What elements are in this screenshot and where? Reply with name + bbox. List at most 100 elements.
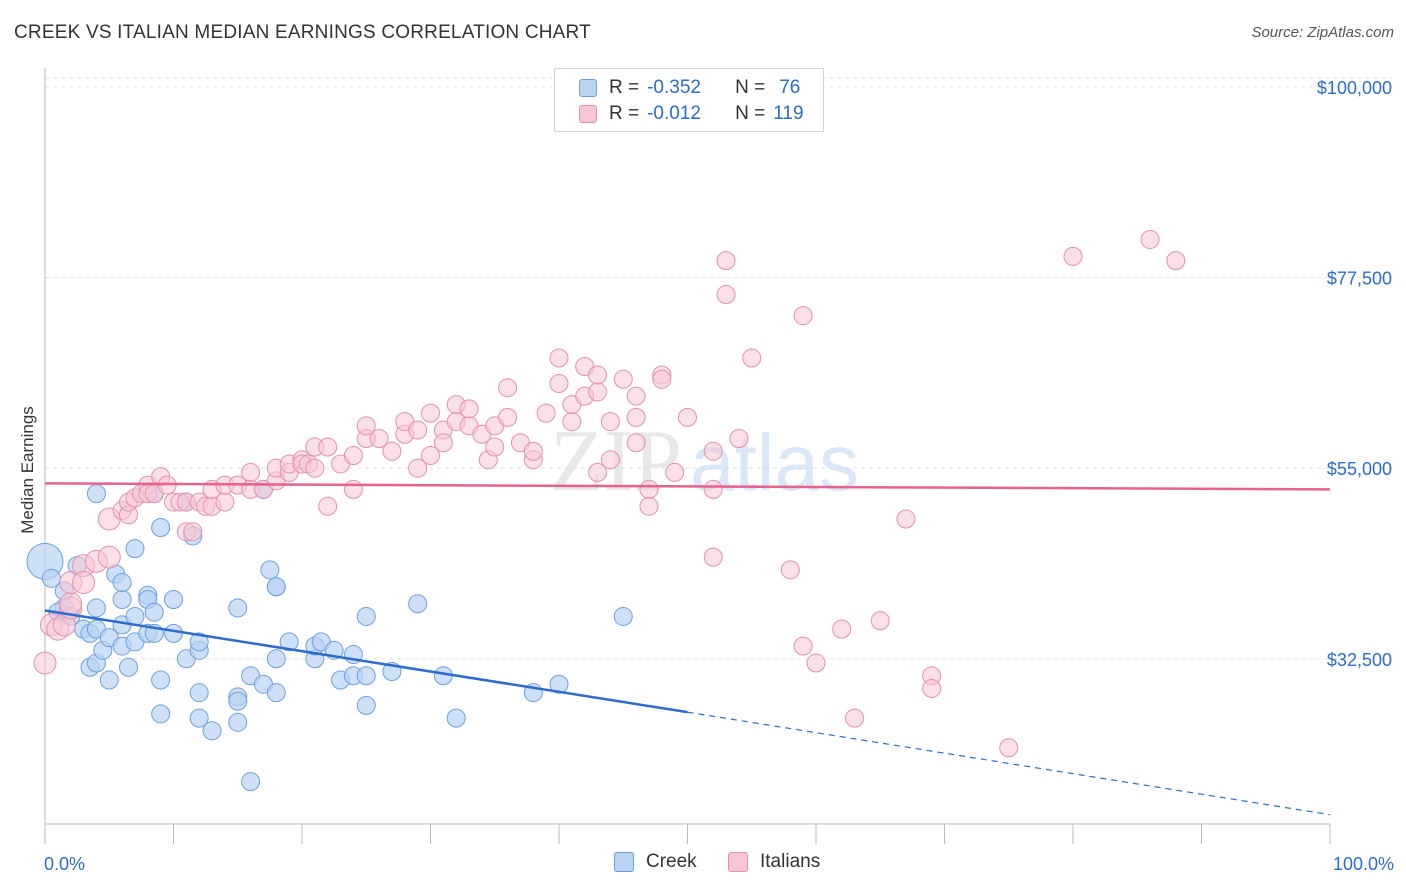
legend-item-creek[interactable]: Creek [614, 851, 697, 873]
creek-points [26, 479, 633, 792]
legend-italians-label: Italians [760, 851, 821, 872]
italians-point-89 [626, 407, 646, 427]
italians-point-77 [549, 373, 569, 393]
creek-point-57 [266, 577, 286, 597]
italians-point-83 [588, 382, 608, 402]
italians-point-110 [896, 509, 916, 529]
italians-point-49 [343, 479, 363, 499]
italians-point-118 [793, 636, 813, 656]
italians-point-96 [665, 462, 685, 482]
legend-item-italians[interactable]: Italians [728, 851, 820, 873]
tick-labels: $100,000 $77,500 $55,000 $32,500 0.0% 100.0% [44, 78, 1394, 874]
italians-point-79 [562, 412, 582, 432]
y-tick-label-1: $77,500 [1327, 269, 1392, 289]
italians-point-105 [780, 560, 800, 580]
creek-point-20 [112, 573, 132, 593]
creek-n-label: N = [735, 77, 766, 98]
y-tick-label-2: $55,000 [1327, 459, 1392, 479]
y-tick-label-3: $32,500 [1327, 650, 1392, 670]
italians-swatch [579, 105, 597, 123]
italians-point-104 [742, 348, 762, 368]
italians-point-115 [1140, 229, 1160, 249]
italians-point-113 [999, 738, 1019, 758]
creek-point-33 [151, 517, 171, 537]
creek-point-41 [189, 632, 209, 652]
creek-point-46 [228, 712, 248, 732]
italians-trend-line [44, 482, 1331, 491]
italians-point-102 [716, 285, 736, 305]
italians-point-45 [305, 458, 325, 478]
italians-point-114 [1063, 246, 1083, 266]
creek-point-42 [189, 683, 209, 703]
italians-point-90 [626, 433, 646, 453]
italians-point-106 [793, 306, 813, 326]
creek-point-50 [241, 772, 261, 792]
watermark: ZIP atlas [550, 413, 859, 510]
axis-layer [44, 68, 1331, 844]
italians-point-62 [433, 433, 453, 453]
creek-n-value: 76 [779, 77, 801, 98]
italians-point-65 [459, 399, 479, 419]
legend-creek-swatch [614, 852, 634, 872]
italians-point-108 [845, 708, 865, 728]
italians-point-109 [870, 611, 890, 631]
italians-point-95 [652, 369, 672, 389]
chart-source: Source: ZipAtlas.com [1251, 24, 1394, 41]
creek-point-72 [446, 708, 466, 728]
italians-point-76 [536, 403, 556, 423]
italians-point-107 [806, 653, 826, 673]
creek-point-68 [356, 606, 376, 626]
creek-r-value: -0.352 [647, 77, 701, 98]
creek-point-45 [228, 598, 248, 618]
italians-point-116 [1166, 251, 1186, 271]
italians-point-92 [639, 496, 659, 516]
italians-r-value: -0.012 [647, 103, 701, 124]
creek-point-44 [202, 721, 222, 741]
italians-point-69 [485, 437, 505, 457]
creek-point-11 [86, 484, 106, 504]
creek-r-label: R = [609, 77, 640, 98]
grid-layer [45, 77, 1392, 660]
creek-point-34 [151, 704, 171, 724]
italians-n-label: N = [735, 103, 766, 124]
italians-point-8 [72, 571, 96, 595]
italians-point-5 [59, 592, 83, 616]
creek-point-70 [408, 594, 428, 614]
chart-title: CREEK VS ITALIAN MEDIAN EARNINGS CORRELA… [14, 22, 591, 43]
creek-point-32 [151, 670, 171, 690]
italians-point-59 [421, 445, 440, 465]
italians-n-value: 119 [773, 103, 804, 124]
creek-point-74 [549, 674, 569, 694]
y-tick-label-0: $100,000 [1317, 78, 1392, 98]
italians-point-85 [588, 462, 608, 482]
italians-point-31 [215, 492, 235, 512]
creek-point-35 [164, 623, 183, 643]
creek-point-22 [119, 657, 139, 677]
italians-point-26 [183, 522, 203, 542]
italians-point-93 [639, 479, 659, 499]
creek-point-66 [356, 666, 376, 686]
creek-point-58 [279, 632, 299, 652]
creek-trend-line [44, 609, 688, 714]
italians-point-46 [318, 496, 338, 516]
italians-point-0 [33, 651, 57, 675]
creek-swatch [579, 79, 597, 97]
creek-point-19 [112, 589, 132, 609]
legend-row-creek: R = -0.352 N = 76 [579, 75, 800, 101]
italians-point-52 [356, 416, 376, 436]
italians-point-88 [613, 369, 633, 389]
italians-point-11 [97, 545, 121, 569]
creek-point-13 [86, 598, 106, 618]
italians-point-34 [241, 462, 261, 482]
italians-point-87 [600, 412, 620, 432]
legend-row-italians: R = -0.012 N = 119 [579, 101, 804, 127]
italians-point-117 [832, 619, 852, 639]
italians-point-103 [729, 429, 749, 449]
creek-trend-extension [687, 711, 1331, 816]
italian-points [33, 229, 1186, 758]
creek-point-67 [356, 695, 376, 715]
creek-point-43 [189, 708, 209, 728]
creek-point-36 [164, 589, 183, 609]
italians-point-60 [421, 403, 440, 423]
